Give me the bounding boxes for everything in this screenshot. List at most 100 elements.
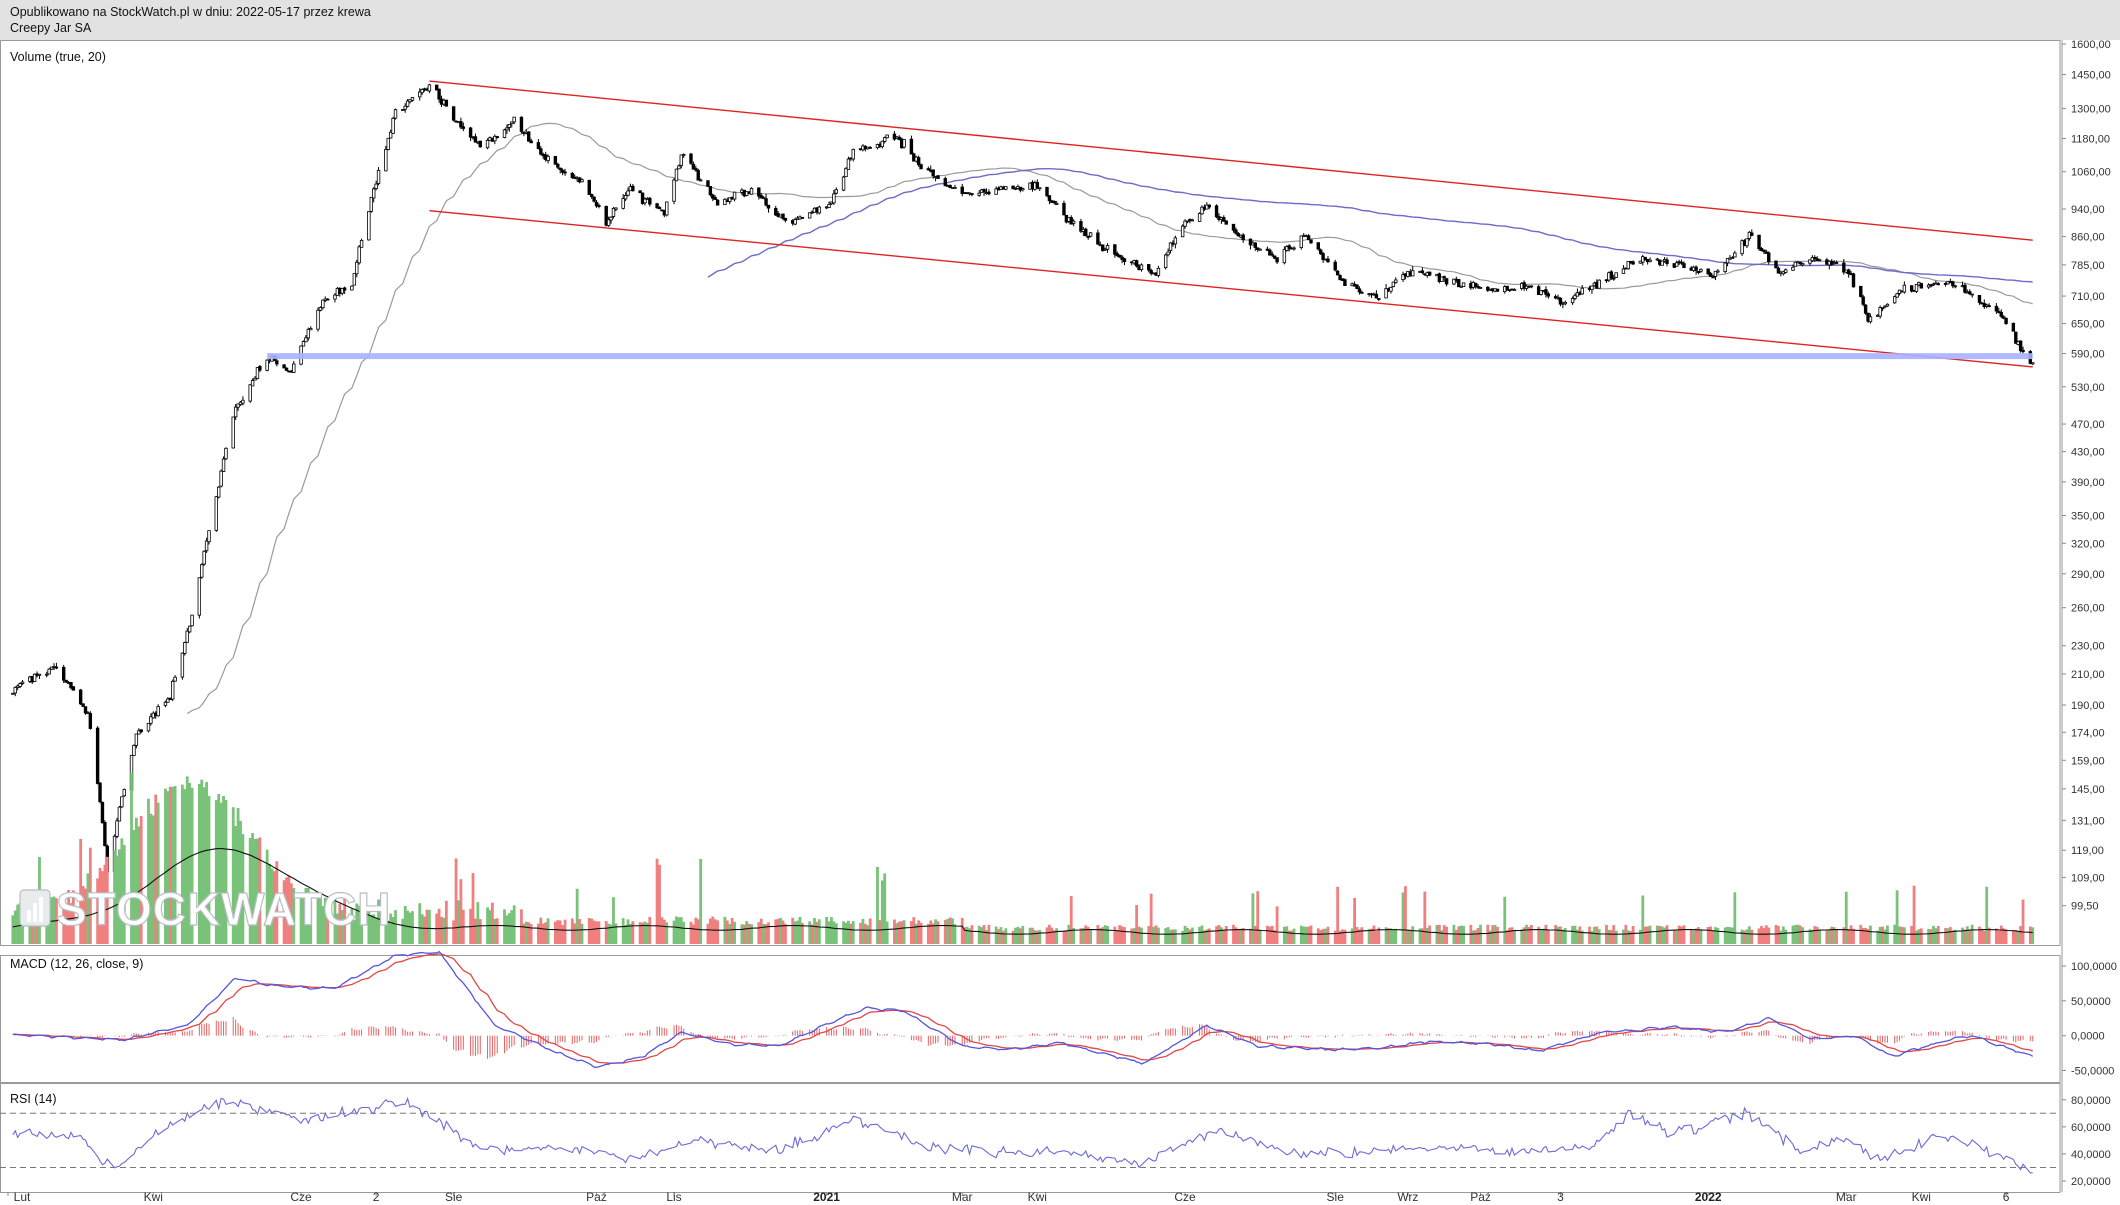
candle-body xyxy=(1708,273,1713,277)
candle-body xyxy=(284,367,289,371)
candle-body xyxy=(1282,249,1287,264)
candle-body xyxy=(1968,291,1972,295)
volume-bar xyxy=(830,917,833,944)
volume-bar xyxy=(662,919,666,944)
volume-bar xyxy=(1980,928,1984,944)
volume-bar xyxy=(248,837,252,944)
volume-bar xyxy=(50,897,53,944)
volume-bar xyxy=(1883,929,1887,944)
candle-body xyxy=(1621,268,1626,274)
volume-bar xyxy=(1486,924,1490,944)
volume-bar xyxy=(120,838,124,944)
candle-body xyxy=(1655,258,1660,261)
candle-body xyxy=(1846,269,1851,275)
price-axis-label: 159,00 xyxy=(2071,755,2105,767)
volume-bar xyxy=(897,921,901,944)
volume-bar xyxy=(1655,925,1659,944)
candle-body xyxy=(1495,288,1500,292)
volume-bar xyxy=(1910,925,1914,944)
volume-bar xyxy=(454,858,458,944)
volume-bar xyxy=(442,917,446,944)
volume-bar xyxy=(321,905,325,944)
volume-bar xyxy=(1222,929,1226,944)
volume-bar xyxy=(1198,926,1201,944)
volume-bar xyxy=(1045,927,1049,944)
volume-bar xyxy=(558,920,562,944)
price-axis-label: 470,00 xyxy=(2071,419,2105,431)
volume-bar xyxy=(1173,929,1177,944)
candle-body xyxy=(1299,235,1304,248)
candle-body xyxy=(677,165,681,170)
candle-body xyxy=(221,458,226,472)
volume-bar xyxy=(1018,928,1022,944)
candle-body xyxy=(149,716,153,724)
candle-body xyxy=(359,240,364,248)
candle-body xyxy=(231,416,235,449)
candle-body xyxy=(902,139,906,148)
candle-body xyxy=(834,189,839,194)
volume-bar xyxy=(1919,928,1923,944)
volume-bar xyxy=(1205,929,1209,944)
volume-bar xyxy=(493,918,497,944)
volume-bar xyxy=(885,921,889,944)
candle-body xyxy=(609,216,613,221)
volume-bar xyxy=(679,917,683,944)
volume-bar xyxy=(745,921,749,944)
volume-bar xyxy=(604,921,608,944)
candle-body xyxy=(318,307,323,311)
volume-bar xyxy=(1004,928,1008,944)
candle-body xyxy=(1306,235,1311,241)
volume-bar xyxy=(1520,929,1524,944)
candle-body xyxy=(1394,279,1398,284)
candle-body xyxy=(1999,311,2003,317)
volume-bar xyxy=(1539,930,1543,944)
candle-body xyxy=(103,822,107,846)
volume-bar xyxy=(258,837,262,944)
candle-body xyxy=(1069,217,1073,225)
volume-bar xyxy=(1072,927,1076,944)
price-axis-label: 860,00 xyxy=(2071,232,2105,244)
candle-body xyxy=(98,782,102,803)
candle-body xyxy=(732,191,737,200)
candle-body xyxy=(1859,285,1863,297)
volume-bar xyxy=(1963,929,1967,944)
volume-bar xyxy=(1149,893,1153,944)
volume-bar xyxy=(541,923,545,944)
volume-bar xyxy=(914,923,918,944)
volume-bar xyxy=(1745,929,1749,944)
volume-bar xyxy=(1559,926,1562,944)
volume-bar xyxy=(1689,929,1693,944)
volume-bar xyxy=(682,921,686,944)
candle-body xyxy=(1321,253,1325,261)
volume-bar xyxy=(168,786,172,944)
candle-body xyxy=(62,666,66,681)
volume-bar xyxy=(309,901,313,944)
candle-body xyxy=(120,796,124,808)
volume-bar xyxy=(134,817,138,944)
volume-bar xyxy=(268,863,271,944)
logo-bar xyxy=(33,903,37,922)
volume-bar xyxy=(386,921,390,944)
candle-body xyxy=(1783,269,1788,273)
volume-bar xyxy=(1936,925,1940,944)
candle-body xyxy=(1631,261,1635,265)
volume-bar xyxy=(692,924,695,944)
candle-body xyxy=(166,698,170,703)
volume-bar xyxy=(1186,927,1189,944)
candle-body xyxy=(1808,259,1812,264)
candle-body xyxy=(1909,285,1914,292)
candle-body xyxy=(757,187,761,197)
volume-bar xyxy=(13,910,17,944)
volume-bar xyxy=(1672,929,1676,944)
candle-body xyxy=(2011,322,2016,332)
candle-body xyxy=(781,213,785,219)
candle-body xyxy=(1626,261,1630,270)
candle-body xyxy=(846,158,851,170)
volume-bar xyxy=(1554,925,1558,944)
volume-bar xyxy=(166,791,170,944)
volume-bar xyxy=(1258,929,1262,944)
volume-bar xyxy=(863,923,867,944)
candle-body xyxy=(1113,244,1117,255)
candle-body xyxy=(1539,289,1543,295)
candle-body xyxy=(931,169,935,177)
